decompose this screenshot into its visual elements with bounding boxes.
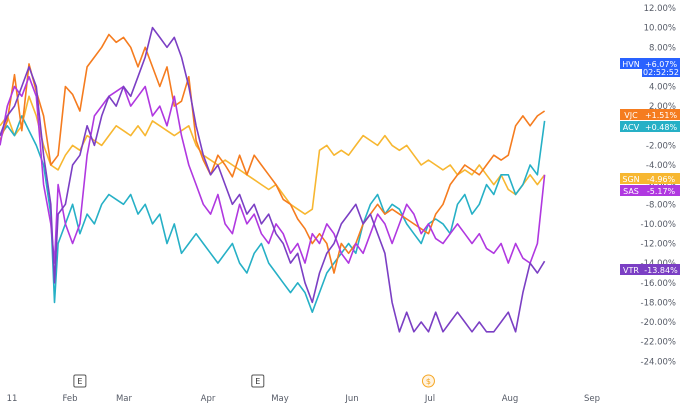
y-tick-label: -22.00% [641, 338, 676, 348]
earnings-marker[interactable]: E [73, 374, 87, 388]
x-tick-label: 11 [7, 394, 18, 404]
x-axis: 11 Feb Mar Apr May Jun Jul Aug Sep [7, 394, 600, 404]
y-tick-label: -18.00% [641, 298, 676, 308]
x-tick-label: Jun [344, 394, 358, 404]
x-tick-label: Jul [424, 394, 435, 404]
series-line-sas [0, 75, 546, 264]
x-tick-label: May [271, 394, 289, 404]
y-tick-label: 4.00% [649, 83, 676, 93]
series-layer [0, 26, 546, 333]
dividend-marker[interactable]: $ [421, 374, 435, 388]
y-tick-label: -20.00% [641, 318, 676, 328]
y-tick-label: -16.00% [641, 279, 676, 289]
price-tag-value: -4.96% [647, 175, 676, 184]
x-tick-label: Mar [116, 394, 133, 404]
price-tag-vtr: VTR -13.84% [620, 264, 680, 275]
x-tick-label: Feb [62, 394, 77, 404]
x-tick-label: Apr [201, 394, 216, 404]
y-tick-label: 8.00% [649, 43, 676, 53]
series-line-vjc [0, 33, 546, 274]
y-tick-label: -10.00% [641, 220, 676, 230]
svg-text:E: E [77, 377, 82, 386]
series-line-acv [0, 115, 546, 313]
price-tag-name: VTR [623, 266, 639, 275]
price-tag-name: SGN [622, 175, 639, 184]
y-tick-label: 2.00% [649, 102, 676, 112]
series-price-tags: HVN +6.07%02:52:52 VJC +1.51% ACV +0.48% SGN -4… [620, 58, 680, 275]
y-tick-label: -12.00% [641, 240, 676, 250]
y-tick-label: -2.00% [646, 141, 676, 151]
y-tick-label: -8.00% [646, 200, 676, 210]
price-tag-name: SAS [623, 187, 639, 196]
price-tag-value: -13.84% [644, 266, 678, 275]
price-tag-acv: ACV +0.48% [620, 121, 680, 132]
y-tick-label: -4.00% [646, 161, 676, 171]
price-tag-sgn: SGN -4.96% [620, 173, 680, 184]
price-tag-hvn: HVN +6.07%02:52:52 [620, 58, 680, 77]
price-tag-vjc: VJC +1.51% [620, 109, 680, 120]
price-tag-value: +6.07% [645, 60, 678, 69]
price-tag-name: HVN [622, 60, 639, 69]
price-tag-value: +0.48% [645, 123, 678, 132]
earnings-marker[interactable]: E [251, 374, 265, 388]
svg-text:E: E [255, 377, 260, 386]
y-tick-label: 10.00% [644, 24, 676, 34]
price-tag-name: VJC [624, 111, 638, 120]
event-markers: E E $ [73, 374, 435, 388]
price-tag-value: -5.17% [647, 187, 676, 196]
price-tag-value: +1.51% [645, 111, 678, 120]
x-tick-label: Aug [502, 394, 519, 404]
series-line-vtr [0, 26, 546, 333]
svg-text:$: $ [426, 377, 431, 386]
price-tag-name: ACV [623, 123, 640, 132]
y-tick-label: -24.00% [641, 357, 676, 367]
price-tag-sas: SAS -5.17% [620, 185, 680, 196]
price-tag-countdown: 02:52:52 [643, 68, 679, 77]
x-tick-label: Sep [584, 394, 600, 404]
y-tick-label: 12.00% [644, 4, 676, 14]
